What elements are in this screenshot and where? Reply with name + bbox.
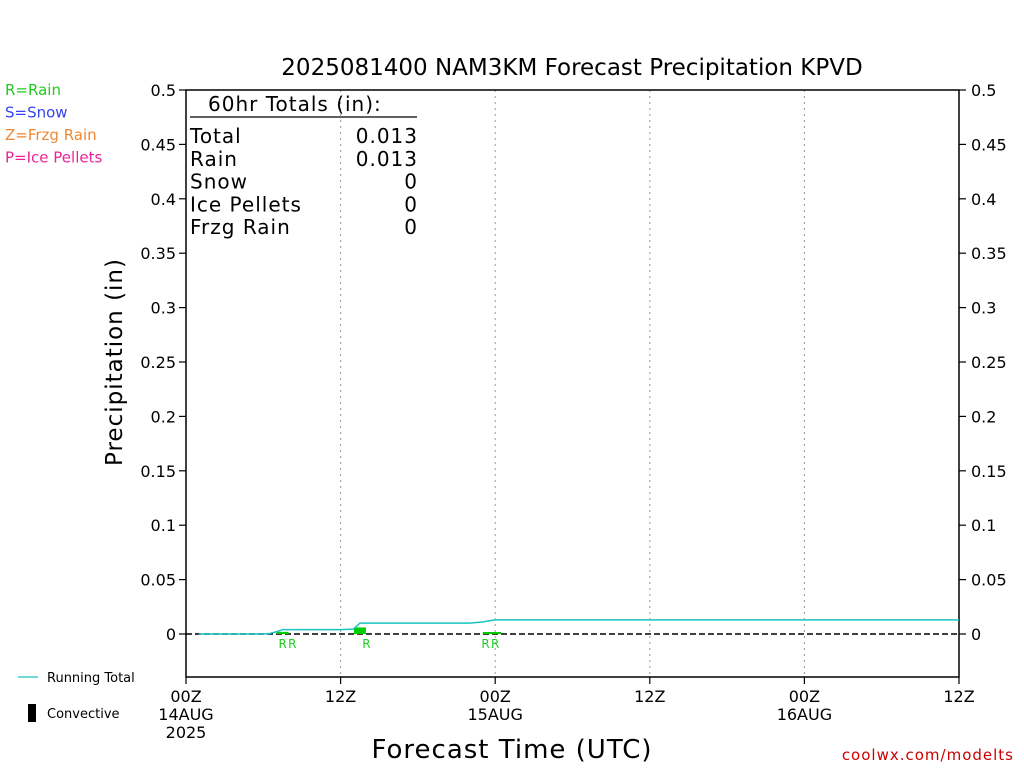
x-tick-label: 12Z <box>634 687 665 706</box>
y-tick-label-left: 0.35 <box>140 244 176 263</box>
totals-row-label: Snow <box>190 170 248 194</box>
x-tick-year-label: 2025 <box>166 723 207 742</box>
convective-legend-swatch <box>28 704 36 722</box>
totals-row-label: Frzg Rain <box>190 215 291 239</box>
ptype-legend-item: P=Ice Pellets <box>5 149 102 167</box>
series-legend: Running Total Convective <box>18 671 135 722</box>
y-tick-label-right: 0.4 <box>971 190 996 209</box>
totals-row-value: 0 <box>404 192 418 216</box>
plot-area: 0 00.05 0.050.1 0.10.15 0.150.2 0.20.25 0.250.… <box>140 81 1006 742</box>
y-tick-label-right: 0 <box>971 625 981 644</box>
x-tick-date-label: 16AUG <box>777 705 832 724</box>
y-tick-label-left: 0.4 <box>151 190 176 209</box>
totals-heading: 60hr Totals (in): <box>208 92 382 116</box>
precip-type-legend: R=Rain S=Snow Z=Frzg Rain P=Ice Pellets <box>5 81 102 167</box>
ptype-legend-item: R=Rain <box>5 81 61 99</box>
ptype-mark: R <box>362 637 370 651</box>
x-tick-label: 00Z <box>789 687 820 706</box>
ptype-mark: R <box>491 637 499 651</box>
y-tick-label-left: 0.3 <box>151 299 176 318</box>
y-tick-label-right: 0.45 <box>971 135 1007 154</box>
credit-text: coolwx.com/modelts <box>842 746 1014 764</box>
plot-frame <box>185 89 960 678</box>
convective-legend-label: Convective <box>47 707 120 722</box>
totals-row-value: 0.013 <box>356 124 418 148</box>
y-tick-label-left: 0.15 <box>140 462 176 481</box>
x-tick-date-label: 14AUG <box>158 705 213 724</box>
totals-box: 60hr Totals (in): Total 0.013 Rain 0.013 Sno… <box>189 92 418 239</box>
ptype-mark: R <box>278 637 286 651</box>
ptype-legend-item: S=Snow <box>5 104 68 122</box>
precip-bar <box>489 632 502 634</box>
x-axis-label: Forecast Time (UTC) <box>371 735 652 765</box>
totals-row-label: Total <box>189 124 242 148</box>
x-tick-date-label: 15AUG <box>467 705 522 724</box>
y-tick-label-right: 0.15 <box>971 462 1007 481</box>
y-tick-label-right: 0.2 <box>971 407 996 426</box>
y-tick-label-left: 0.2 <box>151 407 176 426</box>
y-tick-label-right: 0.5 <box>971 81 996 100</box>
ptype-mark: R <box>288 637 296 651</box>
y-tick-label-left: 0.45 <box>140 135 176 154</box>
precip-bar <box>276 631 289 634</box>
x-tick-label: 12Z <box>325 687 356 706</box>
totals-row-label: Ice Pellets <box>190 192 302 216</box>
x-tick-label: 12Z <box>943 687 974 706</box>
y-tick-label-left: 0.1 <box>151 516 176 535</box>
precip-bar <box>353 627 366 634</box>
chart-title: 2025081400 NAM3KM Forecast Precipitation… <box>281 55 862 81</box>
ptype-legend-item: Z=Frzg Rain <box>5 126 97 144</box>
running-total-line <box>198 619 959 635</box>
y-tick-label-right: 0.35 <box>971 244 1007 263</box>
y-axis-label: Precipitation (in) <box>102 258 128 466</box>
totals-row-value: 0 <box>404 170 418 194</box>
running-total-legend-label: Running Total <box>47 671 135 686</box>
totals-row-label: Rain <box>190 147 238 171</box>
y-tick-label-right: 0.05 <box>971 571 1007 590</box>
ptype-mark: R <box>481 637 489 651</box>
totals-row-value: 0.013 <box>356 147 418 171</box>
x-tick-label: 00Z <box>480 687 511 706</box>
y-tick-label-left: 0.5 <box>151 81 176 100</box>
x-tick-label: 00Z <box>170 687 201 706</box>
y-tick-label-left: 0 <box>166 625 176 644</box>
totals-row-value: 0 <box>404 215 418 239</box>
y-tick-label-left: 0.05 <box>140 571 176 590</box>
precip-bar <box>482 632 495 634</box>
y-tick-label-right: 0.3 <box>971 299 996 318</box>
y-tick-label-right: 0.25 <box>971 353 1007 372</box>
y-tick-label-left: 0.25 <box>140 353 176 372</box>
y-tick-label-right: 0.1 <box>971 516 996 535</box>
